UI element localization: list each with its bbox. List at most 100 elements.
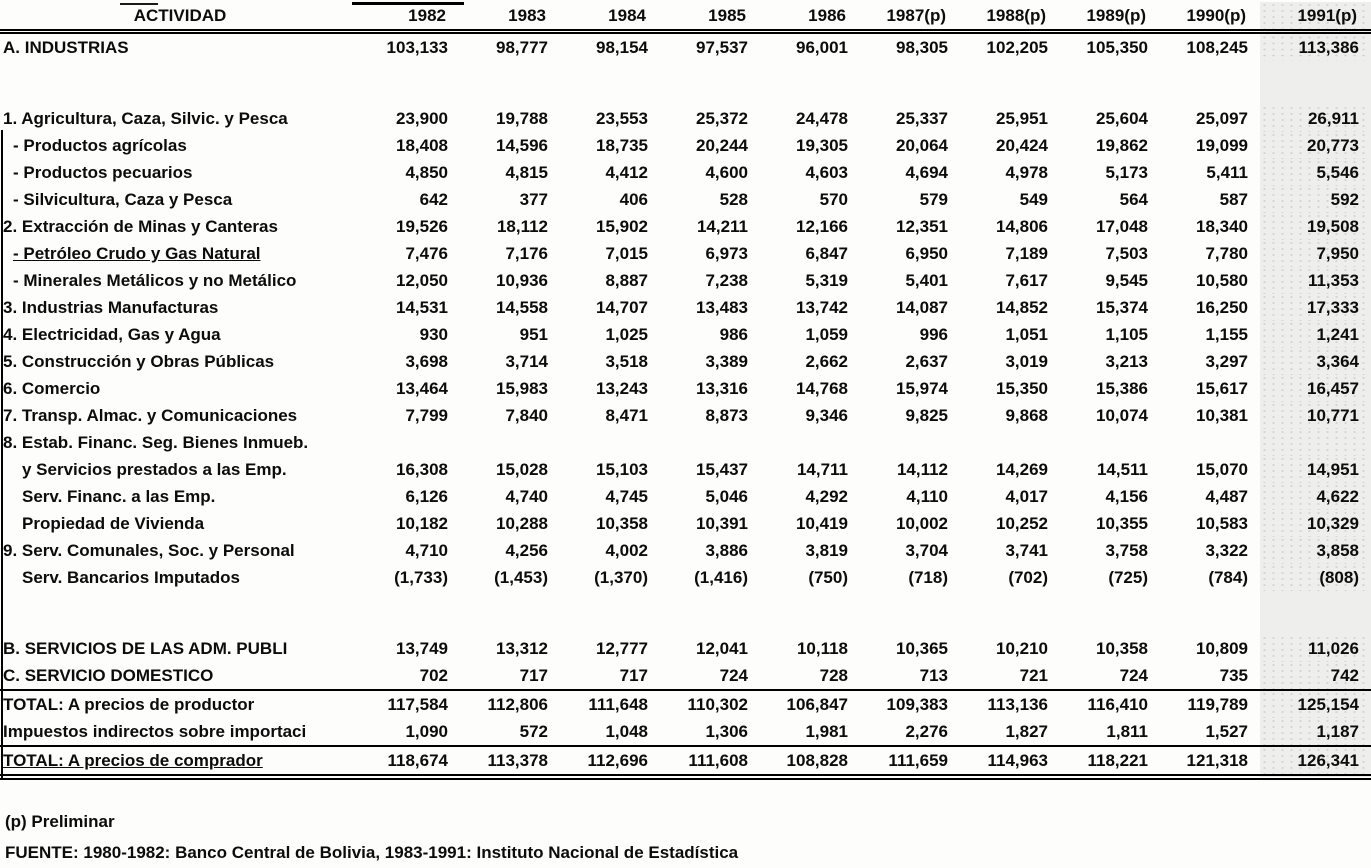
cell-value: 98,154 — [596, 38, 648, 57]
cell-value: 9,545 — [1105, 271, 1148, 290]
table-row: 6. Comercio 13,464 15,983 13,243 13,316 14,76… — [0, 375, 1371, 402]
cell-value: 19,508 — [1260, 213, 1371, 240]
table-row: Impuestos indirectos sobre importaci 1,09… — [0, 718, 1371, 746]
cell-value: 4,745 — [605, 487, 648, 506]
industry-activity-table: ACTIVIDAD 1982 1983 1984 1985 1986 1987(p) 198… — [0, 2, 1371, 780]
cell-value: 3,758 — [1105, 541, 1148, 560]
cell-value: 3,886 — [705, 541, 748, 560]
table-row: 4. Electricidad, Gas y Agua 930 951 1,025 98… — [0, 321, 1371, 348]
source-note: FUENTE: 1980-1982: Banco Central de Boli… — [5, 843, 739, 862]
cell-value: 10,583 — [1196, 514, 1248, 533]
cell-value: 7,799 — [405, 406, 448, 425]
row-label: TOTAL: A precios de comprador — [0, 745, 360, 780]
cell-value: 14,951 — [1260, 456, 1371, 483]
cell-value: 14,711 — [796, 460, 848, 479]
cell-value: 15,386 — [1096, 379, 1148, 398]
table-row: A. INDUSTRIAS 103,133 98,777 98,154 97,537 96… — [0, 31, 1371, 61]
cell-value: 2,662 — [805, 352, 848, 371]
cell-value: 116,410 — [1060, 689, 1160, 718]
cell-value: 108,245 — [1186, 38, 1248, 57]
cell-value: 7,176 — [505, 244, 548, 263]
cell-value: 592 — [1260, 186, 1371, 213]
spacer-cell — [0, 591, 1371, 635]
cell-value: 16,250 — [1196, 298, 1248, 317]
cell-value: 25,097 — [1196, 109, 1248, 128]
cell-value: 12,166 — [796, 217, 848, 236]
table-row: 7. Transp. Almac. y Comunicaciones 7,799 7… — [0, 402, 1371, 429]
table-row: y Servicios prestados a las Emp. 16,308 15… — [0, 456, 1371, 483]
cell-value: 9,346 — [805, 406, 848, 425]
cell-value: 986 — [719, 325, 748, 344]
spacer-row — [0, 61, 1371, 105]
cell-value: 9,868 — [1005, 406, 1048, 425]
row-label: Propiedad de Vivienda — [22, 514, 205, 533]
cell-value: (1,733) — [394, 568, 448, 587]
cell-value: 10,182 — [396, 514, 448, 533]
cell-value: 717 — [619, 666, 648, 685]
cell-value: 5,319 — [805, 271, 848, 290]
cell-value: 564 — [1119, 190, 1148, 209]
cell-value: 7,238 — [705, 271, 748, 290]
cell-value: 1,241 — [1260, 321, 1371, 348]
year-column-header-1983: 1983 — [460, 2, 560, 34]
cell-value: 13,742 — [796, 298, 848, 317]
cell-value — [860, 429, 960, 456]
spacer-row — [0, 591, 1371, 635]
cell-value: 19,862 — [1096, 136, 1148, 155]
cell-value: 4,156 — [1105, 487, 1148, 506]
cell-value: 106,847 — [760, 689, 860, 718]
cell-value: 1,527 — [1205, 722, 1248, 741]
spacer-cell — [0, 61, 1371, 105]
cell-value: 98,777 — [496, 38, 548, 57]
cell-value: 4,292 — [805, 487, 848, 506]
year-column-header-1987p: 1987(p) — [860, 2, 960, 34]
cell-value: (725) — [1108, 568, 1148, 587]
cell-value: 3,213 — [1105, 352, 1148, 371]
cell-value: 15,983 — [496, 379, 548, 398]
cell-value: 1,059 — [805, 325, 848, 344]
table-row: TOTAL: A precios de comprador 118,674 113,… — [0, 745, 1371, 780]
cell-value: 377 — [519, 190, 548, 209]
cell-value: 113,386 — [1260, 31, 1371, 61]
cell-value: 12,351 — [896, 217, 948, 236]
cell-value: 3,858 — [1260, 537, 1371, 564]
cell-value: 25,604 — [1096, 109, 1148, 128]
cell-value: 18,735 — [596, 136, 648, 155]
table-row: 8. Estab. Financ. Seg. Bienes Inmueb. — [0, 429, 1371, 456]
scan-artifact-line — [120, 3, 158, 5]
cell-value: 15,617 — [1196, 379, 1248, 398]
row-label: B. SERVICIOS DE LAS ADM. PUBLI — [3, 639, 288, 658]
cell-value: 713 — [919, 666, 948, 685]
cell-value: 587 — [1219, 190, 1248, 209]
cell-value: 10,381 — [1196, 406, 1248, 425]
scan-artifact-line — [352, 2, 464, 5]
cell-value: 7,950 — [1260, 240, 1371, 267]
cell-value: 18,340 — [1196, 217, 1248, 236]
cell-value: 98,305 — [896, 38, 948, 57]
cell-value: (1,416) — [694, 568, 748, 587]
cell-value: 10,355 — [1096, 514, 1148, 533]
cell-value: 10,771 — [1260, 402, 1371, 429]
cell-value: 11,353 — [1260, 267, 1371, 294]
cell-value: 1,105 — [1105, 325, 1148, 344]
cell-value: 4,622 — [1260, 483, 1371, 510]
cell-value: 10,419 — [796, 514, 848, 533]
row-label: TOTAL: A precios de productor — [0, 689, 360, 718]
cell-value: 8,471 — [605, 406, 648, 425]
row-label: 7. Transp. Almac. y Comunicaciones — [3, 406, 298, 425]
cell-value: 118,221 — [1060, 745, 1160, 780]
cell-value: 5,046 — [705, 487, 748, 506]
cell-value: 1,051 — [1005, 325, 1048, 344]
cell-value: 10,809 — [1196, 639, 1248, 658]
cell-value: 16,457 — [1260, 375, 1371, 402]
row-label: 3. Industrias Manufacturas — [3, 298, 219, 317]
table-row: - Productos pecuarios 4,850 4,815 4,412 4,60… — [0, 159, 1371, 186]
cell-value: 11,026 — [1260, 635, 1371, 662]
cell-value: (784) — [1208, 568, 1248, 587]
cell-value: 14,596 — [496, 136, 548, 155]
cell-value: 4,710 — [405, 541, 448, 560]
cell-value: 4,815 — [505, 163, 548, 182]
cell-value: 3,741 — [1005, 541, 1048, 560]
cell-value: 13,312 — [496, 639, 548, 658]
cell-value: 19,526 — [396, 217, 448, 236]
